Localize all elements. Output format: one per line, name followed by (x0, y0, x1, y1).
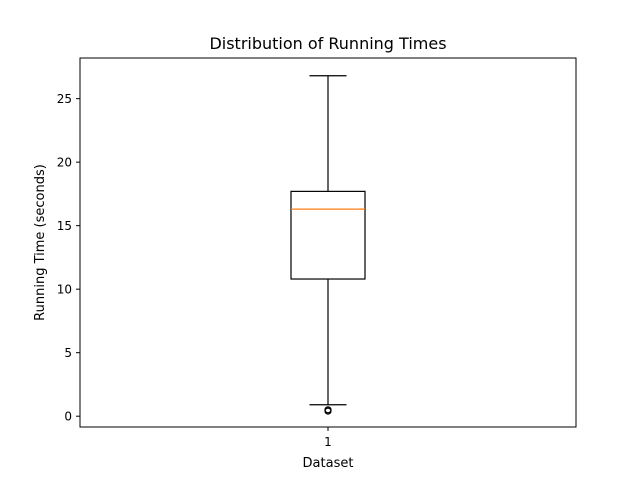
x-tick-label: 1 (324, 435, 332, 449)
y-tick-label: 10 (57, 283, 72, 297)
chart-title: Distribution of Running Times (209, 34, 446, 53)
y-axis-label: Running Time (seconds) (33, 164, 48, 321)
y-tick-label: 5 (64, 346, 72, 360)
y-tick-label: 25 (57, 92, 72, 106)
y-tick-label: 20 (57, 156, 72, 170)
x-axis: 1 (324, 427, 332, 449)
y-axis: 0 5 10 15 20 25 (57, 92, 80, 424)
x-axis-label: Dataset (303, 456, 354, 471)
y-tick-label: 0 (64, 410, 72, 424)
iqr-box (290, 190, 366, 280)
y-tick-label: 15 (57, 219, 72, 233)
boxes-layer (290, 75, 366, 415)
outlier-point (324, 406, 332, 414)
